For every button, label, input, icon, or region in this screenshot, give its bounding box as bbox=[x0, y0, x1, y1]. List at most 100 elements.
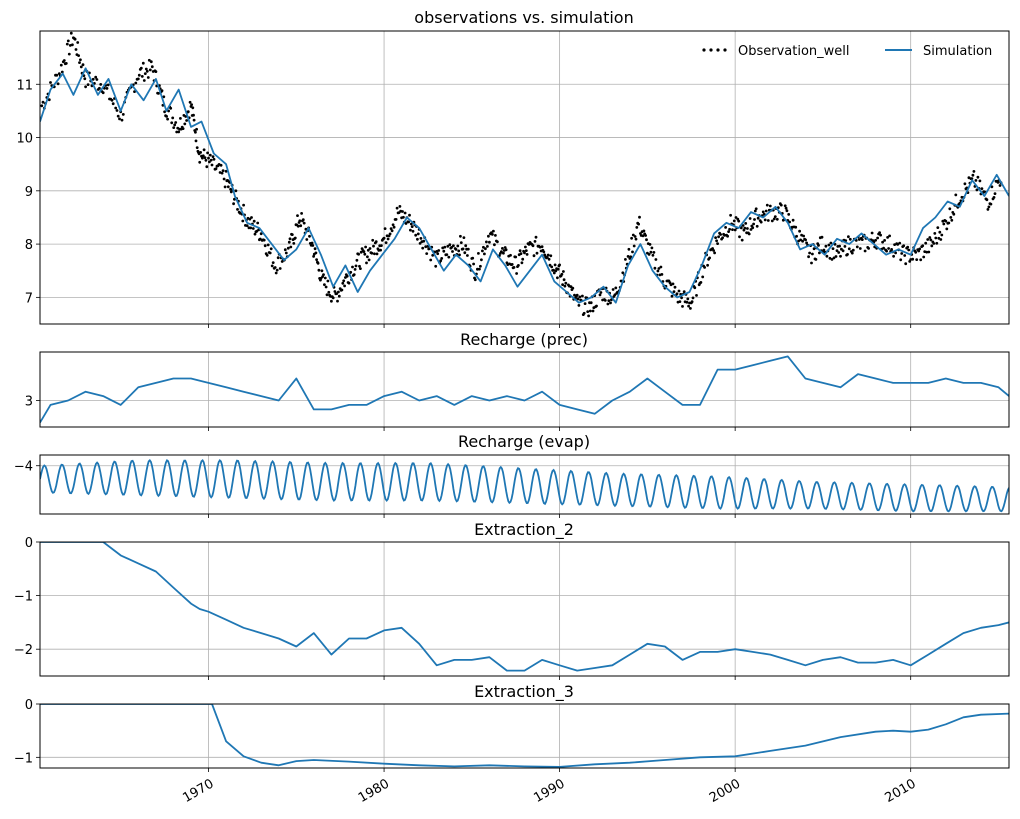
observation-point bbox=[899, 258, 903, 262]
observation-point bbox=[443, 245, 447, 249]
observation-point bbox=[481, 249, 484, 253]
observation-point bbox=[737, 219, 741, 223]
observation-point bbox=[701, 275, 705, 279]
observation-point bbox=[482, 245, 485, 249]
observation-point bbox=[436, 252, 440, 256]
observation-point bbox=[759, 220, 763, 224]
observation-point bbox=[904, 262, 908, 266]
observation-point bbox=[741, 224, 745, 227]
observation-point bbox=[68, 44, 72, 47]
observation-point bbox=[241, 219, 245, 223]
observation-point bbox=[992, 196, 996, 199]
observation-point bbox=[802, 234, 805, 238]
observation-point bbox=[595, 304, 598, 308]
observation-point bbox=[515, 272, 518, 275]
observation-point bbox=[450, 246, 453, 249]
observation-point bbox=[190, 103, 194, 106]
observation-point bbox=[817, 244, 820, 247]
observation-point bbox=[121, 113, 125, 116]
observation-point bbox=[392, 225, 396, 229]
observation-point bbox=[310, 241, 314, 245]
series-line-0 bbox=[40, 704, 1009, 768]
observation-point bbox=[71, 43, 74, 47]
observation-point bbox=[343, 284, 346, 288]
observation-point bbox=[721, 236, 724, 240]
observation-point bbox=[814, 258, 818, 261]
observation-point bbox=[59, 63, 63, 67]
series-line-0 bbox=[40, 542, 1009, 672]
observation-point bbox=[477, 252, 480, 255]
observation-point bbox=[843, 245, 847, 248]
observation-point bbox=[188, 100, 192, 104]
observation-point bbox=[805, 241, 808, 245]
observation-point bbox=[832, 256, 836, 260]
observation-point bbox=[421, 246, 425, 250]
observation-point bbox=[978, 179, 982, 183]
observation-point bbox=[509, 253, 512, 257]
observation-point bbox=[748, 217, 752, 220]
observation-point bbox=[829, 241, 833, 245]
observation-point bbox=[301, 218, 305, 222]
observation-point bbox=[825, 254, 829, 258]
observation-point bbox=[770, 219, 774, 223]
observation-point bbox=[395, 206, 399, 210]
observation-point bbox=[116, 114, 120, 118]
grid-extraction-2 bbox=[40, 541, 1009, 676]
panel-title-observations: observations vs. simulation bbox=[414, 8, 633, 27]
observation-point bbox=[79, 65, 83, 69]
panel-observations: observations vs. simulation 7 8 9 10 11 Obse… bbox=[16, 8, 1010, 328]
observation-point bbox=[703, 266, 706, 269]
observation-point bbox=[171, 116, 175, 120]
observation-point bbox=[398, 205, 402, 208]
observation-point bbox=[949, 216, 953, 219]
observation-point bbox=[888, 234, 891, 238]
y-ticks-extraction-2: 0 −1 −2 bbox=[14, 536, 912, 680]
observation-point bbox=[110, 98, 114, 102]
observation-point bbox=[488, 240, 491, 244]
observation-point bbox=[729, 213, 732, 217]
observation-point bbox=[914, 250, 918, 254]
observation-point bbox=[863, 249, 867, 253]
panel-title-extraction-3: Extraction_3 bbox=[474, 682, 574, 702]
observation-point bbox=[531, 244, 535, 248]
observation-point bbox=[811, 252, 814, 256]
observation-point bbox=[892, 254, 895, 258]
y-tick-label-0: 0 bbox=[25, 536, 33, 551]
axes-frame-extraction-3 bbox=[39, 703, 1010, 769]
observation-point bbox=[451, 250, 454, 253]
observation-point bbox=[373, 252, 376, 256]
observation-point bbox=[837, 251, 841, 254]
observation-point bbox=[408, 213, 411, 217]
observation-point bbox=[55, 73, 59, 77]
observation-point bbox=[942, 222, 946, 226]
observation-point bbox=[268, 251, 272, 255]
observation-point bbox=[775, 217, 779, 221]
observation-point bbox=[77, 54, 80, 57]
x-tick-labels: 1970 1980 1990 2000 2010 bbox=[180, 776, 918, 806]
observation-point bbox=[524, 249, 528, 253]
observation-point bbox=[563, 284, 567, 288]
observation-point bbox=[939, 238, 943, 241]
observation-point bbox=[366, 255, 369, 259]
observation-point bbox=[252, 219, 256, 223]
observation-point bbox=[78, 61, 81, 64]
panel-title-extraction-2: Extraction_2 bbox=[474, 520, 574, 540]
observation-point bbox=[273, 266, 277, 269]
y-ticks-observations: 7 8 9 10 11 bbox=[16, 78, 912, 328]
observation-point bbox=[101, 91, 105, 95]
axes-frame-extraction-2 bbox=[39, 541, 1010, 677]
observation-point bbox=[175, 130, 179, 134]
observation-point bbox=[935, 241, 939, 245]
observation-point bbox=[464, 244, 468, 248]
observation-point bbox=[359, 250, 363, 254]
observation-point bbox=[549, 254, 553, 258]
observation-point bbox=[154, 70, 158, 73]
observation-point bbox=[650, 246, 654, 250]
observation-point bbox=[822, 248, 826, 252]
panel-extraction-3: Extraction_3 0 −1 bbox=[14, 682, 1010, 772]
observation-point bbox=[385, 234, 389, 238]
observation-point bbox=[280, 260, 284, 263]
observation-point bbox=[538, 245, 542, 249]
observation-point bbox=[358, 264, 361, 268]
observation-point bbox=[878, 231, 881, 235]
